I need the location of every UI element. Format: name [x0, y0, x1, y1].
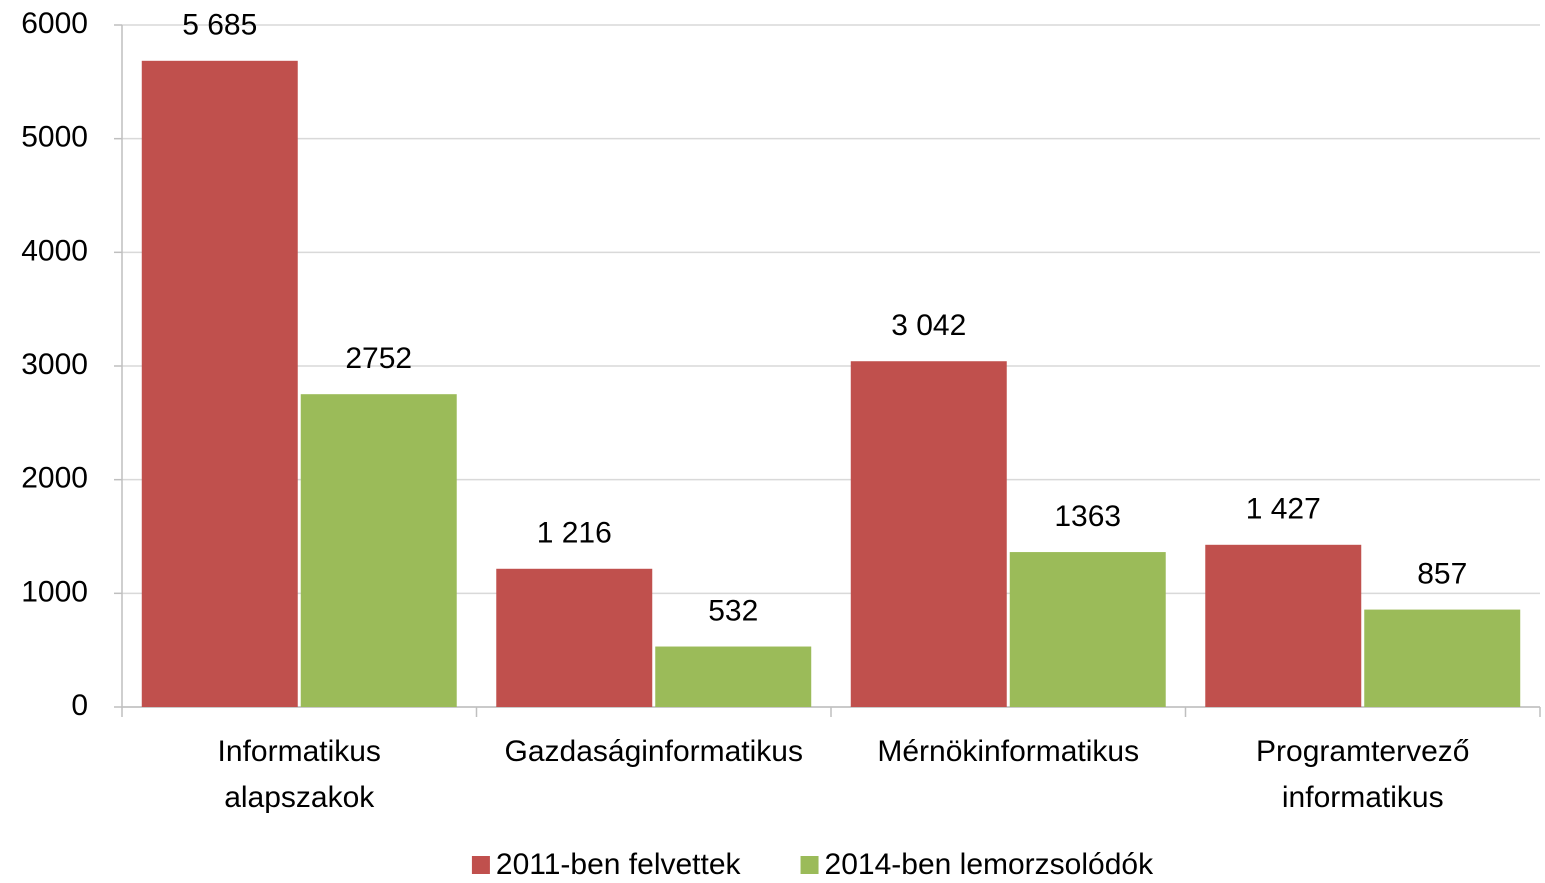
y-tick-label: 2000	[21, 462, 88, 495]
x-tick-label: Gazdaságinformatikus	[505, 735, 803, 768]
y-tick-label: 6000	[21, 7, 88, 40]
value-label: 5 685	[182, 9, 257, 42]
bar	[141, 60, 298, 708]
value-label: 2752	[345, 342, 412, 375]
y-tick-label: 0	[71, 689, 88, 722]
value-label: 532	[708, 594, 758, 627]
bar	[850, 361, 1007, 707]
legend-swatch	[800, 856, 819, 874]
value-label: 1 216	[537, 517, 612, 550]
value-label: 1 427	[1246, 493, 1321, 526]
x-tick-label: Informatikus	[218, 735, 381, 768]
value-label: 3 042	[891, 309, 966, 342]
x-tick-label: Programtervező	[1256, 735, 1469, 768]
bar	[496, 568, 653, 707]
y-tick-label: 3000	[21, 348, 88, 381]
y-tick-label: 5000	[21, 121, 88, 154]
legend-label: 2011-ben felvettek	[496, 848, 742, 881]
bar	[1205, 544, 1362, 707]
legend-swatch	[471, 856, 490, 874]
x-tick-label: informatikus	[1282, 781, 1444, 814]
y-tick-label: 1000	[21, 575, 88, 608]
legend-label: 2014-ben lemorzsolódók	[825, 848, 1155, 881]
value-label: 857	[1417, 558, 1467, 591]
bar	[655, 646, 812, 707]
bar	[1009, 552, 1166, 707]
bar	[300, 394, 457, 707]
value-label: 1363	[1054, 500, 1121, 533]
bar	[1364, 609, 1521, 707]
x-tick-label: alapszakok	[224, 781, 375, 814]
x-tick-label: Mérnökinformatikus	[877, 735, 1139, 768]
y-tick-label: 4000	[21, 234, 88, 267]
